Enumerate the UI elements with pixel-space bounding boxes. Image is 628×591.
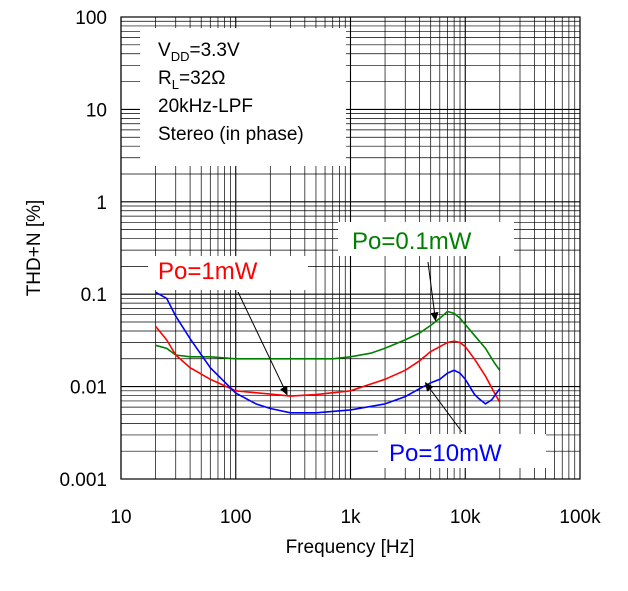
svg-text:Po=0.1mW: Po=0.1mW [352,228,472,255]
series-line-po-1mw [154,325,501,403]
plot-area-frame [120,16,581,480]
callout-arrow-po-0-1mw [427,261,439,322]
y-axis-title: THD+N [%] [24,200,45,297]
svg-text:Po=1mW: Po=1mW [158,258,258,285]
x-tick-label: 1k [340,507,361,528]
mode-condition: Stereo (in phase) [158,124,304,145]
y-tick-label: 0.01 [70,378,107,399]
conditions-box: VDD=3.3V RL=32Ω 20kHz-LPF Stereo (in pha… [140,28,346,166]
y-tick-label: 100 [75,8,107,29]
series-label-po-10mw: Po=10mW [378,434,546,468]
x-tick-label: 10 [110,507,131,528]
y-axis-tick-labels: 0.001 0.01 0.1 1 10 100 [59,8,107,491]
series-line-po-0-1mw [155,310,501,371]
y-tick-label: 10 [86,100,107,121]
y-tick-label: 0.1 [81,285,107,306]
x-axis-tick-labels: 10 100 1k 10k 100k [110,507,601,528]
callout-arrow-po-1mw [237,291,288,396]
svg-text:Po=10mW: Po=10mW [389,440,502,467]
x-axis-title: Frequency [Hz] [286,537,415,558]
y-tick-label: 0.001 [59,470,107,491]
series-label-po-0-1mw: Po=0.1mW [338,222,514,256]
callout-arrows [237,261,463,433]
filter-condition: 20kHz-LPF [158,96,253,117]
x-tick-label: 100 [220,507,252,528]
series-layer [154,291,501,414]
rl-condition: RL=32Ω [158,68,225,92]
vdd-condition: VDD=3.3V [158,40,240,64]
series-line-po-10mw [155,291,501,414]
y-tick-label: 1 [96,193,107,214]
series-label-po-1mw: Po=1mW [148,256,308,290]
callout-arrow-po-10mw [424,381,463,433]
x-tick-label: 10k [450,507,481,528]
x-tick-label: 100k [559,507,601,528]
